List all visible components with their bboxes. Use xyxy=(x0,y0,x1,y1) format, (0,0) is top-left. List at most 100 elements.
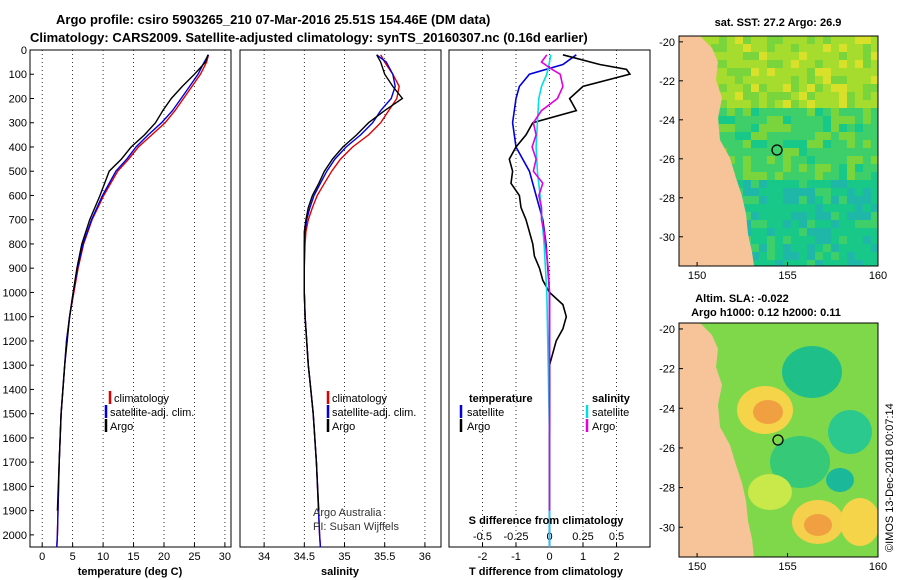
sst-cell xyxy=(815,188,823,196)
depth-tick-label: 600 xyxy=(9,190,27,202)
salinity-plot-frame xyxy=(239,49,442,548)
sst-cell xyxy=(815,116,823,124)
sst-cell xyxy=(767,124,775,132)
sst-cell xyxy=(863,36,871,44)
sst-cell xyxy=(831,244,839,252)
sst-cell xyxy=(839,36,847,44)
sst-cell xyxy=(807,180,815,188)
sst-cell xyxy=(815,92,823,100)
sst-cell xyxy=(719,132,727,140)
sst-cell xyxy=(775,84,783,92)
sst-cell xyxy=(863,212,871,220)
sst-cell xyxy=(847,76,855,84)
sst-cell xyxy=(751,156,759,164)
sst-cell xyxy=(743,60,751,68)
sst-cell xyxy=(799,260,807,266)
map-lat-label: -28 xyxy=(659,193,675,205)
sst-cell xyxy=(799,220,807,228)
sst-cell xyxy=(727,84,735,92)
sst-cell xyxy=(871,132,878,140)
sst-cell xyxy=(743,76,751,84)
sst-cell xyxy=(791,156,799,164)
sst-cell xyxy=(767,116,775,124)
sst-cell xyxy=(759,108,767,116)
sst-cell xyxy=(863,228,871,236)
sst-cell xyxy=(823,220,831,228)
sst-cell xyxy=(871,252,878,260)
sst-cell xyxy=(863,124,871,132)
sst-cell xyxy=(863,172,871,180)
x-tick-label: 2 xyxy=(613,551,619,563)
sst-cell xyxy=(791,212,799,220)
sst-cell xyxy=(719,124,727,132)
sst-cell xyxy=(839,92,847,100)
sst-cell xyxy=(791,252,799,260)
x-tick-label: 20 xyxy=(158,551,170,563)
sst-cell xyxy=(743,188,751,196)
sst-cell xyxy=(855,52,863,60)
sst-cell xyxy=(775,124,783,132)
sst-cell xyxy=(839,148,847,156)
map-lat-label: -26 xyxy=(659,154,675,166)
sst-cell xyxy=(831,92,839,100)
sla-map-title2: Argo h1000: 0.12 h2000: 0.11 xyxy=(691,307,841,319)
x-tick-label: 25 xyxy=(188,551,200,563)
sst-cell xyxy=(759,244,767,252)
sla-blob xyxy=(748,474,792,510)
sst-cell xyxy=(743,196,751,204)
sst-cell xyxy=(735,172,743,180)
sst-cell xyxy=(791,44,799,52)
sst-cell xyxy=(775,116,783,124)
sst-cell xyxy=(871,188,878,196)
sst-cell xyxy=(815,52,823,60)
sst-cell xyxy=(751,252,759,260)
sst-cell xyxy=(871,180,878,188)
sst-cell xyxy=(743,124,751,132)
sla-map-title1: Altim. SLA: -0.022 xyxy=(695,293,789,305)
sst-cell xyxy=(759,156,767,164)
sst-cell xyxy=(783,196,791,204)
sst-cell xyxy=(847,188,855,196)
sst-cell xyxy=(831,164,839,172)
sst-cell xyxy=(799,60,807,68)
sst-cell xyxy=(807,36,815,44)
sst-cell xyxy=(751,260,759,266)
map-lat-label: -20 xyxy=(659,324,675,336)
sst-cell xyxy=(791,84,799,92)
sst-cell xyxy=(847,164,855,172)
sst-cell xyxy=(847,172,855,180)
sst-cell xyxy=(839,172,847,180)
sst-cell xyxy=(871,124,878,132)
sst-cell xyxy=(807,132,815,140)
sst-cell xyxy=(823,60,831,68)
sst-cell xyxy=(799,92,807,100)
sst-cell xyxy=(751,84,759,92)
sst-cell xyxy=(727,156,735,164)
sst-cell xyxy=(855,204,863,212)
sst-cell xyxy=(799,116,807,124)
map-lat-label: -24 xyxy=(659,403,675,415)
sst-cell xyxy=(775,140,783,148)
s-difference-axis-label: S difference from climatology xyxy=(469,515,625,527)
sst-cell xyxy=(735,44,743,52)
sst-cell xyxy=(767,260,775,266)
depth-tick-label: 300 xyxy=(9,118,27,130)
sst-cell xyxy=(767,212,775,220)
temperature-plot-frame xyxy=(29,49,232,548)
sst-cell xyxy=(823,36,831,44)
sst-cell xyxy=(767,236,775,244)
sst-cell xyxy=(775,244,783,252)
sst-cell xyxy=(743,92,751,100)
sst-cell xyxy=(815,252,823,260)
sst-cell xyxy=(831,100,839,108)
sst-cell xyxy=(759,36,767,44)
sst-cell xyxy=(775,260,783,266)
sst-cell xyxy=(759,172,767,180)
sst-cell xyxy=(743,44,751,52)
sst-cell xyxy=(767,188,775,196)
sst-cell xyxy=(855,188,863,196)
sst-cell xyxy=(743,164,751,172)
x-tick-label: 0 xyxy=(546,551,552,563)
sst-cell xyxy=(767,148,775,156)
sst-cell xyxy=(847,100,855,108)
